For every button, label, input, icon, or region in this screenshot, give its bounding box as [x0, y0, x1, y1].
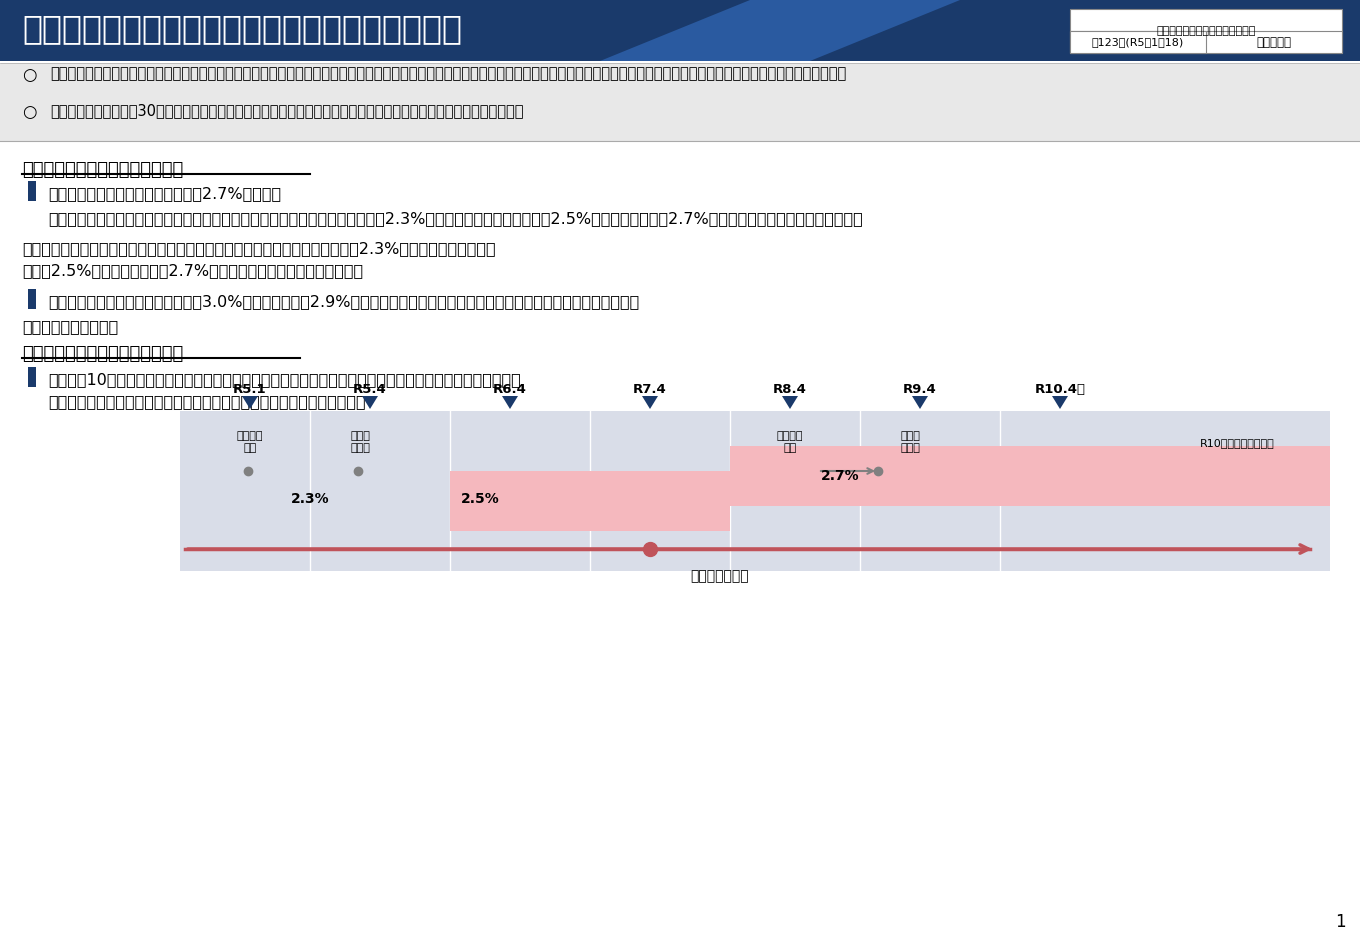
- Bar: [0, 63, 1360, 141]
- Bar: [180, 411, 1330, 571]
- Bar: [29, 181, 35, 201]
- Polygon shape: [913, 396, 928, 409]
- Text: 分科会で
議論: 分科会で 議論: [777, 431, 804, 453]
- Text: 2.3%: 2.3%: [291, 492, 329, 506]
- Text: R10.4～: R10.4～: [1035, 383, 1085, 396]
- Text: ２．除外率の引下げ時期について: ２．除外率の引下げ時期について: [22, 345, 184, 363]
- Text: R5.1: R5.1: [233, 383, 267, 396]
- Text: １．新たな雇用率の設定について: １．新たな雇用率の設定について: [22, 161, 184, 179]
- Bar: [450, 471, 730, 531]
- Text: 政省令
の公布: 政省令 の公布: [900, 431, 919, 453]
- Bar: [29, 289, 35, 309]
- Text: 踏まえ、雇用率の引上げの施行と重ならないよう、令和７年４月とする。: 踏まえ、雇用率の引上げの施行と重ならないよう、令和７年４月とする。: [48, 394, 366, 409]
- Text: 度から2.5%、令和８年度から2.7%と段階的に引き上げることとする。: 度から2.5%、令和８年度から2.7%と段階的に引き上げることとする。: [22, 263, 363, 278]
- Text: R7.4: R7.4: [634, 383, 666, 396]
- Text: ○: ○: [22, 66, 37, 84]
- Polygon shape: [600, 0, 960, 61]
- Bar: [1070, 31, 1206, 53]
- Text: 令和５年度からの障害者雇用率の設定等について: 令和５年度からの障害者雇用率の設定等について: [22, 12, 462, 45]
- Polygon shape: [242, 396, 258, 409]
- Text: R5.4: R5.4: [354, 383, 386, 396]
- Text: R9.4: R9.4: [903, 383, 937, 396]
- Bar: [29, 367, 35, 387]
- Bar: [0, 0, 1360, 61]
- Text: ただし、雇入れに係る計画的な対応が可能となるよう、令和５年度においては2.3%で据え置き、令和６年度から2.5%、令和８年度から2.7%と段階的に引き上げること: ただし、雇入れに係る計画的な対応が可能となるよう、令和５年度においては2.3%で…: [48, 211, 862, 226]
- Bar: [730, 446, 1330, 506]
- Polygon shape: [502, 396, 518, 409]
- Text: R10年度からの雇用率: R10年度からの雇用率: [1200, 438, 1274, 448]
- Text: 分科会で
諮問: 分科会で 諮問: [237, 431, 264, 453]
- Text: R8.4: R8.4: [772, 383, 806, 396]
- Text: 除外率の引下げ: 除外率の引下げ: [691, 569, 749, 583]
- Text: 事業主と同様とする。: 事業主と同様とする。: [22, 319, 118, 334]
- Polygon shape: [362, 396, 378, 409]
- Text: 障害者雇用促進法に基づき、労働者（失業者を含む）に対する対象障害者である労働者（失業者を含む）の割合を基準とし、少なくとも５年毎に、その割合の推移を勘案して設定: 障害者雇用促進法に基づき、労働者（失業者を含む）に対する対象障害者である労働者（…: [50, 66, 846, 81]
- Text: 令和５年度からの障害者雇用率は、2.7%とする。: 令和５年度からの障害者雇用率は、2.7%とする。: [48, 186, 282, 201]
- Text: 現行の雇用率は、平成30年４月からの雇用率として設定されており、令和５年度からの雇用率を設定する必要がある。: 現行の雇用率は、平成30年４月からの雇用率として設定されており、令和５年度からの…: [50, 103, 524, 118]
- Bar: [1070, 31, 1342, 53]
- Text: 政省令
の公布: 政省令 の公布: [350, 431, 370, 453]
- Text: 2.5%: 2.5%: [461, 492, 499, 506]
- Text: R6.4: R6.4: [494, 383, 526, 396]
- Text: ただし、雇入れに係る計画的な対応が可能となるよう、令和５年度においては2.3%で据え置き、令和６年: ただし、雇入れに係る計画的な対応が可能となるよう、令和５年度においては2.3%で…: [22, 241, 495, 256]
- Polygon shape: [782, 396, 798, 409]
- Polygon shape: [1053, 396, 1068, 409]
- Text: 2.7%: 2.7%: [820, 469, 860, 483]
- Text: 除外率を10ポイント引き下げる時期については、昨年６月にとりまとめられた障害者雇用分科会の意見書も: 除外率を10ポイント引き下げる時期については、昨年６月にとりまとめられた障害者雇…: [48, 372, 521, 387]
- Bar: [1070, 9, 1342, 53]
- Text: 資料１－１: 資料１－１: [1257, 36, 1292, 49]
- Polygon shape: [642, 396, 658, 409]
- Text: 国及び地方公共団体等については、3.0%（教育委員会は2.9%）とする。段階的な引上げに係る対応は民間事業主と同様とする。: 国及び地方公共団体等については、3.0%（教育委員会は2.9%）とする。段階的な…: [48, 294, 639, 309]
- Text: 1: 1: [1334, 913, 1345, 931]
- Text: 労働政策審議会障害者雇用分科会: 労働政策審議会障害者雇用分科会: [1156, 26, 1255, 36]
- Text: 第123回(R5．1．18): 第123回(R5．1．18): [1092, 37, 1185, 47]
- Text: ○: ○: [22, 103, 37, 121]
